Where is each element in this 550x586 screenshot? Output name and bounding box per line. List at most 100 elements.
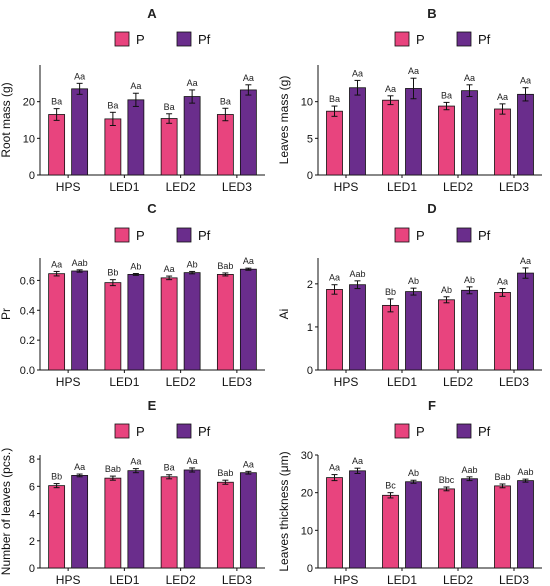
y-tick-label: 10 bbox=[301, 525, 313, 537]
significance-label: Aa bbox=[164, 264, 175, 274]
category-label: LED1 bbox=[387, 375, 417, 389]
legend-swatch-p bbox=[114, 31, 130, 47]
y-axis-title: Leaves thickness (μm) bbox=[277, 451, 291, 571]
y-tick-label: 0 bbox=[29, 563, 35, 575]
significance-label: Aab bbox=[72, 258, 88, 268]
significance-label: Aa bbox=[497, 92, 508, 102]
bar-p-led2 bbox=[438, 488, 455, 569]
legend-swatch-pf bbox=[456, 227, 472, 243]
bar-p-led1 bbox=[382, 99, 399, 176]
bar-pf-led1 bbox=[405, 291, 422, 371]
significance-label: Bab bbox=[217, 261, 233, 271]
category-label: LED2 bbox=[443, 375, 473, 389]
bar-pf-led1 bbox=[405, 88, 422, 176]
legend-label-p: P bbox=[136, 228, 145, 243]
significance-label: Ba bbox=[51, 97, 62, 107]
legend-swatch-pf bbox=[176, 31, 192, 47]
category-label: LED1 bbox=[109, 573, 139, 586]
y-tick-label: 2 bbox=[29, 536, 35, 548]
significance-label: Aab bbox=[517, 467, 533, 477]
y-tick-label: 2 bbox=[307, 279, 313, 291]
panel-letter: C bbox=[147, 201, 157, 216]
significance-label: Aab bbox=[461, 465, 477, 475]
legend-swatch-pf bbox=[456, 31, 472, 47]
bar-pf-hps bbox=[71, 88, 89, 176]
chart-panel-d: DP Pf 0 1 2 Ai HPS Aa Aab LED1 Bb Ab LED2 Ab Ab LED3 Aa A… bbox=[277, 201, 542, 389]
significance-label: Aa bbox=[51, 259, 62, 269]
category-label: HPS bbox=[56, 180, 81, 194]
significance-label: Ab bbox=[408, 468, 419, 478]
category-label: LED1 bbox=[109, 180, 139, 194]
significance-label: Ab bbox=[441, 285, 452, 295]
legend: P Pf bbox=[114, 31, 211, 47]
bar-pf-hps bbox=[349, 87, 366, 176]
significance-label: Bbc bbox=[439, 475, 455, 485]
bar-p-led2 bbox=[160, 118, 178, 176]
category-label: HPS bbox=[56, 375, 81, 389]
category-label: HPS bbox=[334, 573, 359, 586]
bar-p-led3 bbox=[216, 114, 234, 176]
legend-swatch-pf bbox=[456, 423, 472, 439]
category-label: LED1 bbox=[387, 180, 417, 194]
significance-label: Aa bbox=[130, 81, 141, 91]
legend: P Pf bbox=[394, 423, 491, 439]
bar-p-hps bbox=[326, 110, 343, 176]
bar-p-hps bbox=[48, 114, 66, 176]
y-tick-label: 6 bbox=[29, 481, 35, 493]
significance-label: Aa bbox=[408, 66, 419, 76]
bar-p-led3 bbox=[494, 292, 511, 371]
category-label: LED3 bbox=[499, 180, 529, 194]
legend-label-p: P bbox=[136, 32, 145, 47]
significance-label: Ba bbox=[441, 90, 452, 100]
bar-p-led1 bbox=[382, 304, 399, 371]
bar-p-led1 bbox=[104, 282, 122, 371]
y-tick-label: 5 bbox=[307, 133, 313, 145]
category-label: HPS bbox=[334, 180, 359, 194]
bar-pf-led3 bbox=[239, 89, 257, 176]
y-tick-label: 0.0 bbox=[20, 365, 35, 377]
significance-label: Aa bbox=[352, 68, 363, 78]
significance-label: Aa bbox=[329, 463, 340, 473]
category-label: LED2 bbox=[166, 375, 196, 389]
bar-pf-led1 bbox=[127, 99, 145, 176]
y-tick-label: 10 bbox=[23, 133, 35, 145]
panel-letter: D bbox=[427, 201, 436, 216]
significance-label: Ba bbox=[164, 463, 175, 473]
y-tick-label: 0.6 bbox=[20, 275, 35, 287]
category-label: LED3 bbox=[222, 180, 252, 194]
bar-pf-led1 bbox=[127, 274, 145, 371]
panel-letter: B bbox=[427, 6, 436, 21]
significance-label: Aa bbox=[187, 456, 198, 466]
significance-label: Aa bbox=[187, 78, 198, 88]
category-label: LED3 bbox=[499, 573, 529, 586]
panel-letter: E bbox=[148, 398, 157, 413]
y-tick-label: 10 bbox=[301, 97, 313, 109]
y-tick-label: 8 bbox=[29, 454, 35, 466]
significance-label: Ab bbox=[408, 276, 419, 286]
legend: P Pf bbox=[394, 227, 491, 243]
y-tick-label: 0 bbox=[307, 365, 313, 377]
significance-label: Aa bbox=[385, 84, 396, 94]
bar-pf-led3 bbox=[517, 93, 534, 176]
category-label: HPS bbox=[56, 573, 81, 586]
bar-pf-led3 bbox=[239, 268, 257, 371]
significance-label: Bb bbox=[51, 472, 62, 482]
category-label: LED2 bbox=[443, 573, 473, 586]
legend-label-pf: Pf bbox=[198, 424, 211, 439]
y-tick-label: 30 bbox=[301, 450, 313, 462]
legend-swatch-p bbox=[394, 423, 410, 439]
legend-label-p: P bbox=[416, 424, 425, 439]
chart-panel-e: EP Pf 0 2 4 6 8 Number of leaves (pcs.) HPS Bb Aa L… bbox=[0, 398, 265, 586]
legend: P Pf bbox=[394, 31, 491, 47]
legend-label-pf: Pf bbox=[198, 32, 211, 47]
significance-label: Aa bbox=[464, 73, 475, 83]
y-axis-title: Pr bbox=[0, 308, 13, 320]
significance-label: Bab bbox=[494, 472, 510, 482]
significance-label: Bab bbox=[105, 464, 121, 474]
category-label: LED1 bbox=[387, 573, 417, 586]
significance-label: Aa bbox=[74, 71, 85, 81]
bar-pf-hps bbox=[71, 270, 89, 371]
bar-pf-led3 bbox=[517, 480, 534, 569]
category-label: LED3 bbox=[499, 375, 529, 389]
